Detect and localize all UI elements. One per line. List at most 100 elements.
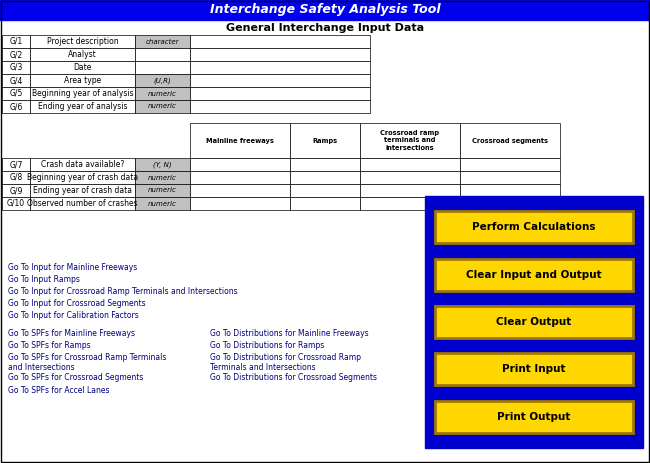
Text: Go To Input Ramps: Go To Input Ramps — [8, 275, 80, 284]
Bar — [435, 306, 633, 338]
Bar — [190, 100, 370, 113]
Bar — [190, 87, 370, 100]
Bar — [135, 171, 190, 184]
Bar — [190, 74, 370, 87]
Text: Date: Date — [73, 63, 92, 72]
Bar — [190, 35, 370, 48]
Bar — [360, 123, 460, 158]
Bar — [2, 100, 30, 113]
Bar — [360, 184, 460, 197]
Text: G/10: G/10 — [7, 199, 25, 208]
Text: character: character — [146, 38, 179, 44]
Bar — [30, 48, 135, 61]
Text: Crossroad segments: Crossroad segments — [472, 138, 548, 144]
Text: (U,R): (U,R) — [153, 77, 172, 84]
Text: Beginning year of crash data: Beginning year of crash data — [27, 173, 138, 182]
Bar — [290, 158, 360, 171]
Bar — [30, 61, 135, 74]
Bar — [2, 61, 30, 74]
Bar — [190, 184, 290, 197]
Text: Go To Distributions for Crossroad Segments: Go To Distributions for Crossroad Segmen… — [210, 373, 377, 382]
Text: Go To Input for Crossroad Segments: Go To Input for Crossroad Segments — [8, 299, 146, 308]
Text: Print Output: Print Output — [497, 412, 571, 422]
Text: Go To Distributions for Ramps: Go To Distributions for Ramps — [210, 341, 324, 350]
Text: Go To Input for Mainline Freeways: Go To Input for Mainline Freeways — [8, 263, 137, 272]
Bar — [135, 35, 190, 48]
Text: G/4: G/4 — [9, 76, 23, 85]
Text: Go To SPFs for Accel Lanes: Go To SPFs for Accel Lanes — [8, 386, 109, 395]
Bar — [435, 353, 633, 385]
Bar — [190, 197, 290, 210]
Text: Mainline freeways: Mainline freeways — [206, 138, 274, 144]
Text: numeric: numeric — [148, 90, 177, 96]
Bar — [460, 184, 560, 197]
Text: Go To SPFs for Mainline Freeways: Go To SPFs for Mainline Freeways — [8, 329, 135, 338]
Bar — [30, 197, 135, 210]
Text: numeric: numeric — [148, 200, 177, 206]
Text: Go To Input for Calibration Factors: Go To Input for Calibration Factors — [8, 311, 138, 320]
Bar — [290, 184, 360, 197]
Bar — [135, 48, 190, 61]
Bar — [190, 123, 290, 158]
Text: Go To Input for Crossroad Ramp Terminals and Intersections: Go To Input for Crossroad Ramp Terminals… — [8, 287, 238, 296]
Text: Go To Distributions for Mainline Freeways: Go To Distributions for Mainline Freeway… — [210, 329, 369, 338]
Bar — [190, 158, 290, 171]
Text: (Y, N): (Y, N) — [153, 161, 172, 168]
Text: Ending year of crash data: Ending year of crash data — [33, 186, 132, 195]
Bar — [290, 197, 360, 210]
Bar — [360, 171, 460, 184]
Bar — [30, 74, 135, 87]
Text: G/5: G/5 — [9, 89, 23, 98]
Text: Clear Output: Clear Output — [497, 317, 571, 327]
Bar — [30, 35, 135, 48]
Bar — [2, 74, 30, 87]
Text: G/1: G/1 — [9, 37, 23, 46]
Bar — [2, 184, 30, 197]
Bar — [0, 0, 650, 20]
Bar — [2, 171, 30, 184]
Bar — [135, 184, 190, 197]
Bar — [135, 197, 190, 210]
Text: G/3: G/3 — [9, 63, 23, 72]
Bar — [360, 197, 460, 210]
Bar — [290, 123, 360, 158]
Bar — [460, 171, 560, 184]
Text: Crossroad ramp
terminals and
intersections: Crossroad ramp terminals and intersectio… — [380, 131, 439, 150]
Bar — [135, 100, 190, 113]
Bar — [435, 259, 633, 291]
Bar — [460, 123, 560, 158]
Bar — [135, 74, 190, 87]
Text: Perform Calculations: Perform Calculations — [473, 222, 596, 232]
Text: numeric: numeric — [148, 175, 177, 181]
Text: G/9: G/9 — [9, 186, 23, 195]
Text: G/7: G/7 — [9, 160, 23, 169]
Text: Observed number of crashes: Observed number of crashes — [27, 199, 138, 208]
Text: Go To SPFs for Crossroad Ramp Terminals
and Intersections: Go To SPFs for Crossroad Ramp Terminals … — [8, 353, 166, 372]
Text: Go To Distributions for Crossroad Ramp
Terminals and Intersections: Go To Distributions for Crossroad Ramp T… — [210, 353, 361, 372]
Text: numeric: numeric — [148, 104, 177, 110]
Text: General Interchange Input Data: General Interchange Input Data — [226, 23, 424, 33]
Text: G/6: G/6 — [9, 102, 23, 111]
Text: Ending year of analysis: Ending year of analysis — [38, 102, 127, 111]
Text: Interchange Safety Analysis Tool: Interchange Safety Analysis Tool — [210, 4, 440, 17]
Text: Go To SPFs for Crossroad Segments: Go To SPFs for Crossroad Segments — [8, 373, 144, 382]
Text: G/2: G/2 — [9, 50, 23, 59]
Text: Print Input: Print Input — [502, 364, 566, 374]
Text: Crash data available?: Crash data available? — [41, 160, 124, 169]
Bar — [290, 171, 360, 184]
Bar — [2, 197, 30, 210]
Bar — [190, 61, 370, 74]
Text: Area type: Area type — [64, 76, 101, 85]
Bar — [2, 35, 30, 48]
Text: Analyst: Analyst — [68, 50, 97, 59]
Text: Beginning year of analysis: Beginning year of analysis — [32, 89, 133, 98]
Text: Go To SPFs for Ramps: Go To SPFs for Ramps — [8, 341, 90, 350]
Bar — [435, 400, 633, 432]
Bar — [30, 87, 135, 100]
Bar — [30, 100, 135, 113]
Bar — [30, 171, 135, 184]
Bar — [135, 61, 190, 74]
Text: numeric: numeric — [148, 188, 177, 194]
Bar — [2, 87, 30, 100]
Bar — [190, 171, 290, 184]
